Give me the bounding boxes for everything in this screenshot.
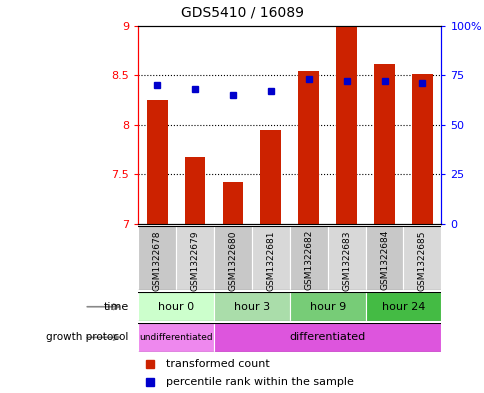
Bar — [251, 226, 289, 290]
Bar — [335, 27, 356, 224]
Text: transformed count: transformed count — [165, 359, 269, 369]
Text: GSM1322682: GSM1322682 — [303, 230, 313, 290]
Bar — [373, 64, 394, 224]
Text: hour 24: hour 24 — [381, 302, 424, 312]
Bar — [184, 157, 205, 224]
Bar — [213, 226, 251, 290]
Text: GSM1322685: GSM1322685 — [417, 230, 426, 290]
Bar — [147, 100, 167, 224]
Bar — [298, 71, 318, 224]
Bar — [365, 226, 403, 290]
Bar — [365, 292, 440, 321]
Text: differentiated: differentiated — [289, 332, 365, 342]
Bar — [411, 74, 432, 224]
Text: GDS5410 / 16089: GDS5410 / 16089 — [181, 5, 303, 19]
Text: hour 9: hour 9 — [309, 302, 345, 312]
Text: growth protocol: growth protocol — [46, 332, 128, 342]
Bar — [176, 226, 213, 290]
Text: GSM1322683: GSM1322683 — [341, 230, 350, 290]
Bar — [222, 182, 243, 224]
Bar — [138, 323, 213, 352]
Text: GSM1322678: GSM1322678 — [152, 230, 161, 290]
Text: undifferentiated: undifferentiated — [139, 333, 212, 342]
Bar — [213, 292, 289, 321]
Bar — [260, 130, 281, 224]
Bar — [327, 226, 365, 290]
Bar — [138, 226, 176, 290]
Bar — [138, 292, 213, 321]
Text: hour 3: hour 3 — [233, 302, 270, 312]
Text: percentile rank within the sample: percentile rank within the sample — [165, 377, 353, 387]
Text: GSM1322680: GSM1322680 — [228, 230, 237, 290]
Text: time: time — [103, 302, 128, 312]
Bar — [403, 226, 440, 290]
Bar — [289, 226, 327, 290]
Text: GSM1322681: GSM1322681 — [266, 230, 275, 290]
Text: hour 0: hour 0 — [158, 302, 194, 312]
Text: GSM1322684: GSM1322684 — [379, 230, 388, 290]
Text: GSM1322679: GSM1322679 — [190, 230, 199, 290]
Bar — [289, 292, 365, 321]
Bar — [213, 323, 440, 352]
